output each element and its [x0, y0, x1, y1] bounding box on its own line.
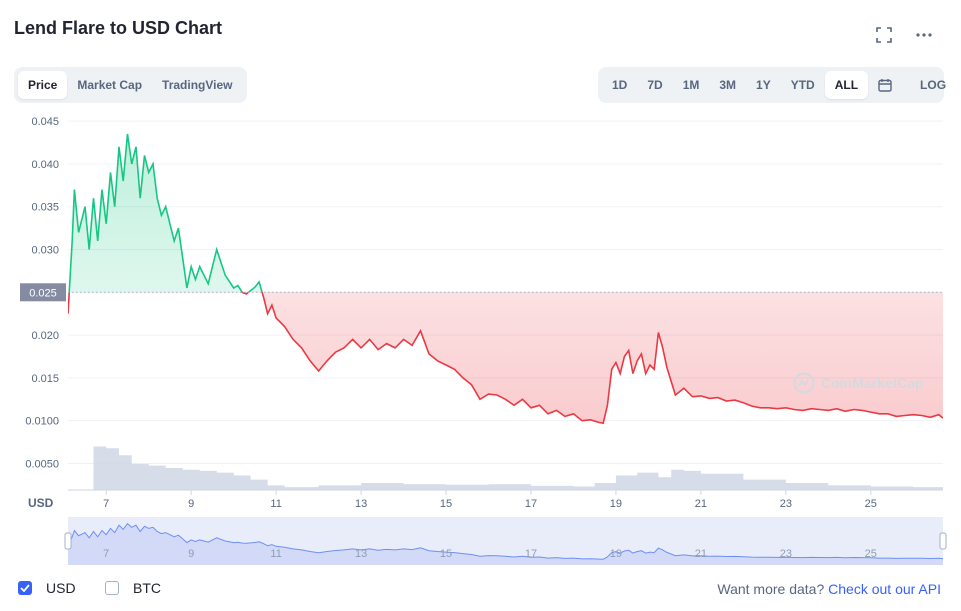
x-tick-label: 13 [355, 498, 367, 510]
baseline-label-bg [20, 283, 66, 302]
navigator-tick-label: 23 [780, 548, 792, 560]
tab-tradingview[interactable]: TradingView [162, 78, 233, 92]
watermark: CoinMarketCap [793, 372, 924, 394]
navigator-tick-label: 13 [355, 548, 367, 560]
btc-label: BTC [133, 580, 161, 596]
navigator-tick-label: 17 [525, 548, 537, 560]
api-promo: Want more data? Check out our API [717, 581, 941, 597]
navigator-tick-label: 15 [440, 548, 452, 560]
x-tick-label: 23 [780, 498, 792, 510]
log-scale-toggle[interactable]: LOG [920, 78, 947, 92]
baseline-label: 0.025 [29, 287, 57, 299]
price-line-up [68, 133, 263, 293]
range-all[interactable]: ALL [824, 71, 869, 99]
watermark-text: CoinMarketCap [821, 375, 924, 391]
y-tick-label: 0.040 [31, 159, 59, 171]
usd-label: USD [46, 580, 76, 596]
volume-bars [68, 446, 943, 490]
y-tick-label: 0.0050 [25, 458, 59, 470]
y-tick-label: 0.030 [31, 245, 59, 257]
tab-market-cap[interactable]: Market Cap [77, 78, 143, 92]
api-promo-text: Want more data? [717, 581, 825, 597]
x-tick-label: 17 [525, 498, 537, 510]
y-tick-label: 0.045 [31, 116, 59, 128]
range-1d[interactable]: 1D [612, 78, 628, 92]
y-tick-label: 0.0100 [25, 416, 59, 428]
currency-axis-label: USD [28, 496, 54, 510]
btc-checkbox[interactable]: BTC [105, 580, 161, 596]
x-tick-label: 15 [440, 498, 452, 510]
expand-icon[interactable] [873, 24, 895, 46]
tab-price[interactable]: Price [18, 71, 68, 99]
api-link[interactable]: Check out our API [828, 581, 941, 597]
navigator-handle-right[interactable] [939, 532, 947, 550]
x-tick-label: 21 [695, 498, 707, 510]
range-1y[interactable]: 1Y [756, 78, 771, 92]
navigator-tick-label: 9 [188, 548, 194, 560]
usd-checkbox[interactable]: USD [18, 580, 76, 596]
navigator-tick-label: 11 [270, 548, 281, 560]
x-tick-label: 11 [270, 498, 281, 510]
area-below-baseline [68, 292, 943, 424]
y-tick-label: 0.035 [31, 202, 59, 214]
chart-type-tabs: Price Market Cap TradingView [14, 67, 247, 103]
checkbox-box [105, 581, 119, 595]
range-1m[interactable]: 1M [682, 78, 700, 92]
range-3m[interactable]: 3M [719, 78, 737, 92]
navigator-tick-label: 7 [103, 548, 109, 560]
price-line-down [68, 292, 943, 425]
y-tick-label: 0.020 [31, 330, 59, 342]
x-tick-label: 7 [103, 498, 109, 510]
coinmarketcap-logo-icon [793, 372, 815, 394]
check-icon [18, 581, 32, 595]
navigator-tick-label: 25 [865, 548, 877, 560]
navigator-area [68, 523, 943, 565]
calendar-icon[interactable] [868, 71, 902, 99]
x-tick-label: 19 [610, 498, 622, 510]
more-dots-icon[interactable] [913, 24, 935, 46]
range-7d[interactable]: 7D [647, 78, 663, 92]
navigator-tick-label: 21 [695, 548, 707, 560]
x-tick-label: 25 [865, 498, 877, 510]
range-ytd[interactable]: YTD [790, 78, 815, 92]
navigator-line [67, 522, 944, 560]
chart-title: Lend Flare to USD Chart [14, 18, 223, 38]
x-tick-label: 9 [188, 498, 194, 510]
y-tick-label: 0.015 [31, 373, 59, 385]
area-above-baseline [68, 134, 943, 293]
navigator-handle-left[interactable] [64, 532, 72, 550]
range-selector: 1D 7D 1M 3M 1Y YTD ALL LOG [598, 67, 946, 103]
navigator-tick-label: 19 [610, 548, 622, 560]
